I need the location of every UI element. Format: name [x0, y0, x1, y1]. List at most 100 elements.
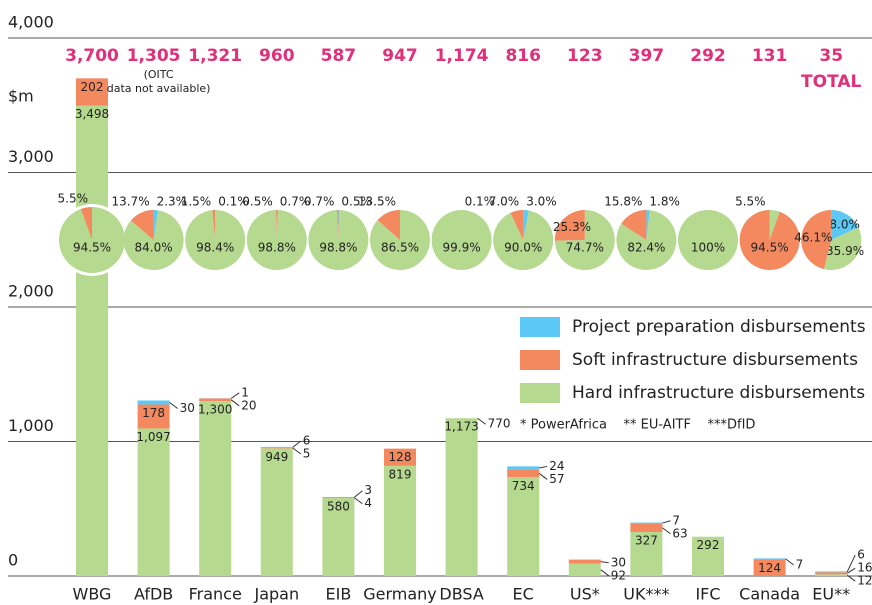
total-caption: TOTAL — [801, 72, 861, 92]
pie-label: 25.3% — [553, 220, 591, 234]
bar-value-label: 770 — [488, 417, 511, 431]
bar-segment — [445, 418, 478, 576]
x-tick-label: DBSA — [439, 585, 483, 604]
x-tick-label: Germany — [363, 585, 437, 604]
leader-line — [600, 561, 609, 564]
bar-value-label: 124 — [758, 561, 781, 575]
bar-value-label: 3 — [364, 483, 372, 497]
x-tick-label: AfDB — [134, 585, 173, 604]
bar-value-label: 24 — [549, 459, 564, 473]
total-label: 292 — [690, 46, 726, 66]
pie-label: 98.4% — [196, 241, 234, 255]
pie-slice — [377, 210, 400, 240]
bar-segment — [384, 448, 416, 466]
bar-value-label: 202 — [81, 80, 104, 94]
x-tick-label: UK*** — [623, 585, 669, 604]
pie-slice — [212, 210, 216, 240]
bar-segment — [507, 477, 540, 576]
pie-label: 94.5% — [73, 241, 111, 255]
bar-value-label: 12 — [857, 574, 872, 588]
bar-value-label: 819 — [389, 467, 412, 481]
pie-label: 94.5% — [751, 241, 789, 255]
pie-slice — [123, 210, 184, 270]
pie-slice — [801, 210, 832, 270]
bar-value-label: 734 — [512, 479, 535, 493]
bar-segment — [137, 400, 170, 405]
pie-label: 98.8% — [258, 241, 296, 255]
pie-label: 5.5% — [58, 192, 89, 206]
bar-segment — [137, 428, 170, 576]
bar-segment — [507, 469, 540, 478]
bar-value-label: 7 — [672, 513, 680, 527]
pie-label: 13.7% — [111, 195, 149, 209]
pie-slice — [308, 210, 369, 271]
pie-label: 86.5% — [381, 241, 419, 255]
bar-value-label: 1,300 — [198, 403, 232, 417]
bar-segment — [815, 574, 848, 576]
pie-slice — [621, 210, 647, 240]
total-label: 1,305 — [127, 46, 181, 66]
pie-label: 3.0% — [526, 195, 557, 209]
bar-segment — [199, 401, 232, 576]
y-tick-label: 4,000 — [8, 13, 54, 32]
x-tick-label: US* — [570, 585, 600, 604]
bar-segment — [384, 465, 416, 576]
bar-segment — [260, 447, 293, 449]
total-label: 1,321 — [188, 46, 242, 66]
legend-swatch — [520, 383, 560, 403]
pie-slice — [80, 207, 92, 240]
leader-line — [785, 558, 794, 566]
bar-segment — [199, 398, 232, 402]
pie-label: 0.7% — [304, 195, 335, 209]
pie-slice — [246, 210, 307, 270]
legend-label: Soft infrastructure disbursements — [572, 350, 858, 370]
x-tick-label: Canada — [739, 585, 800, 604]
pie-slice — [739, 210, 800, 270]
bar-value-label: 1,097 — [136, 430, 170, 444]
bar-value-label: 7 — [796, 557, 804, 571]
pie-label: 18.0% — [822, 217, 860, 231]
bar-segment — [322, 497, 355, 498]
leader-line — [354, 490, 363, 498]
bar-value-label: 949 — [265, 450, 288, 464]
bar-value-label: 63 — [672, 526, 687, 540]
leader-line — [292, 440, 302, 448]
leader-line — [230, 399, 240, 407]
pie-slice — [554, 210, 615, 270]
pie-label: 0.5% — [242, 195, 273, 209]
y-tick-label: 2,000 — [8, 282, 54, 301]
pie-label: 90.0% — [504, 241, 542, 255]
pie-slice — [153, 210, 158, 240]
x-tick-label: Japan — [253, 585, 299, 604]
bar-value-label: 1,173 — [444, 420, 478, 434]
pie-label: 46.1% — [794, 230, 832, 244]
pie-label: 35.9% — [826, 244, 864, 258]
y-tick-label: 1,000 — [8, 416, 54, 435]
note-line: data not available) — [107, 82, 211, 95]
bar-value-label: 6 — [303, 434, 311, 448]
bar-value-label: 1 — [241, 385, 249, 399]
bar-value-label: 30 — [611, 555, 626, 569]
bar-segment — [260, 446, 293, 448]
legend-swatch — [520, 317, 560, 337]
x-tick-label: IFC — [695, 585, 720, 604]
bar-segment — [507, 466, 540, 470]
leader-line — [662, 520, 671, 524]
total-label: 35 — [819, 46, 843, 66]
pie-slice — [823, 227, 862, 270]
pie-label: 15.8% — [604, 195, 642, 209]
pie-label: 98.8% — [319, 241, 357, 255]
pie-slice — [831, 210, 859, 240]
bar-segment — [568, 559, 601, 564]
legend-label: Project preparation disbursements — [572, 317, 866, 337]
bar-segment — [630, 522, 663, 524]
leader-line — [354, 497, 363, 505]
bar-segment — [692, 536, 724, 576]
pie-label: 100% — [691, 241, 725, 255]
bar-value-label: 92 — [611, 568, 626, 582]
bar-value-label: 580 — [327, 499, 350, 513]
pie-slice — [678, 210, 738, 270]
leader-line — [662, 527, 671, 535]
bar-segment — [76, 105, 108, 577]
total-label: 816 — [505, 46, 541, 66]
